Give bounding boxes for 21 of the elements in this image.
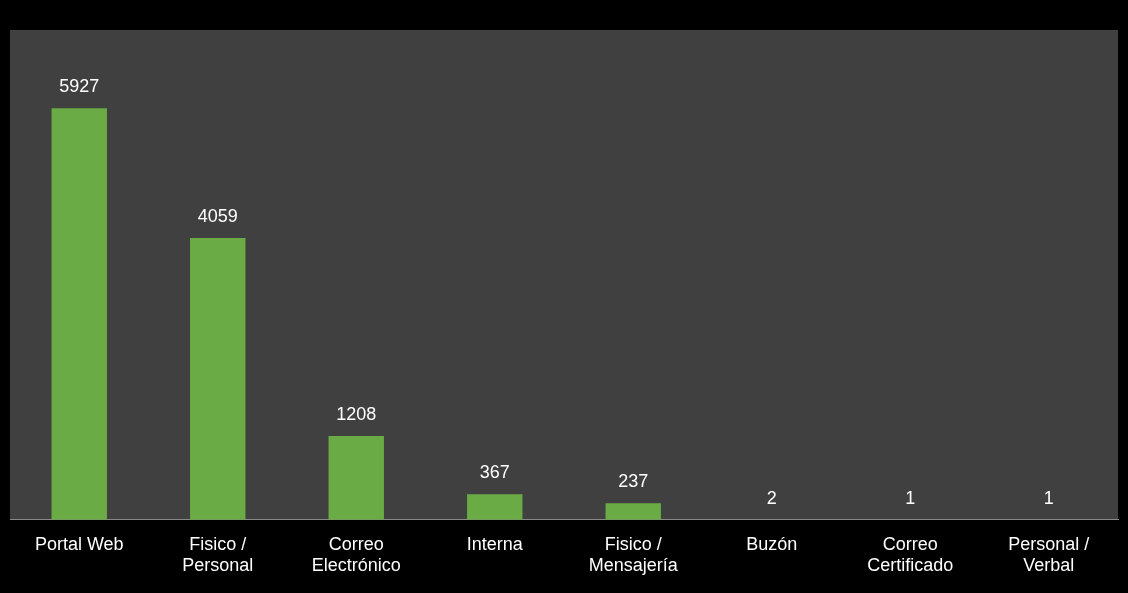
bar: [328, 435, 384, 520]
data-label: 1208: [336, 403, 377, 424]
x-tick-label: Portal Web: [34, 533, 124, 554]
bar: [605, 503, 661, 520]
x-tick-label: Correo Certificado: [867, 533, 954, 576]
bar: [51, 108, 107, 520]
x-tick-label: Fisico / Mensajería: [588, 533, 679, 576]
x-tick-label: Buzón: [746, 533, 798, 554]
bar: [467, 494, 523, 520]
data-label: 4059: [197, 205, 238, 226]
data-label: 2: [766, 487, 777, 508]
data-label: 367: [479, 462, 510, 483]
x-tick-label: Fisico / Personal: [182, 533, 254, 576]
bar: [190, 237, 246, 520]
x-tick-label: Correo Electrónico: [311, 533, 401, 576]
x-tick-label: Interna: [466, 533, 524, 554]
data-label: 1: [905, 487, 916, 508]
x-tick-label: Personal / Verbal: [1008, 533, 1090, 576]
data-label: 237: [618, 471, 649, 492]
data-label: 1: [1043, 487, 1054, 508]
data-label: 5927: [59, 76, 100, 97]
